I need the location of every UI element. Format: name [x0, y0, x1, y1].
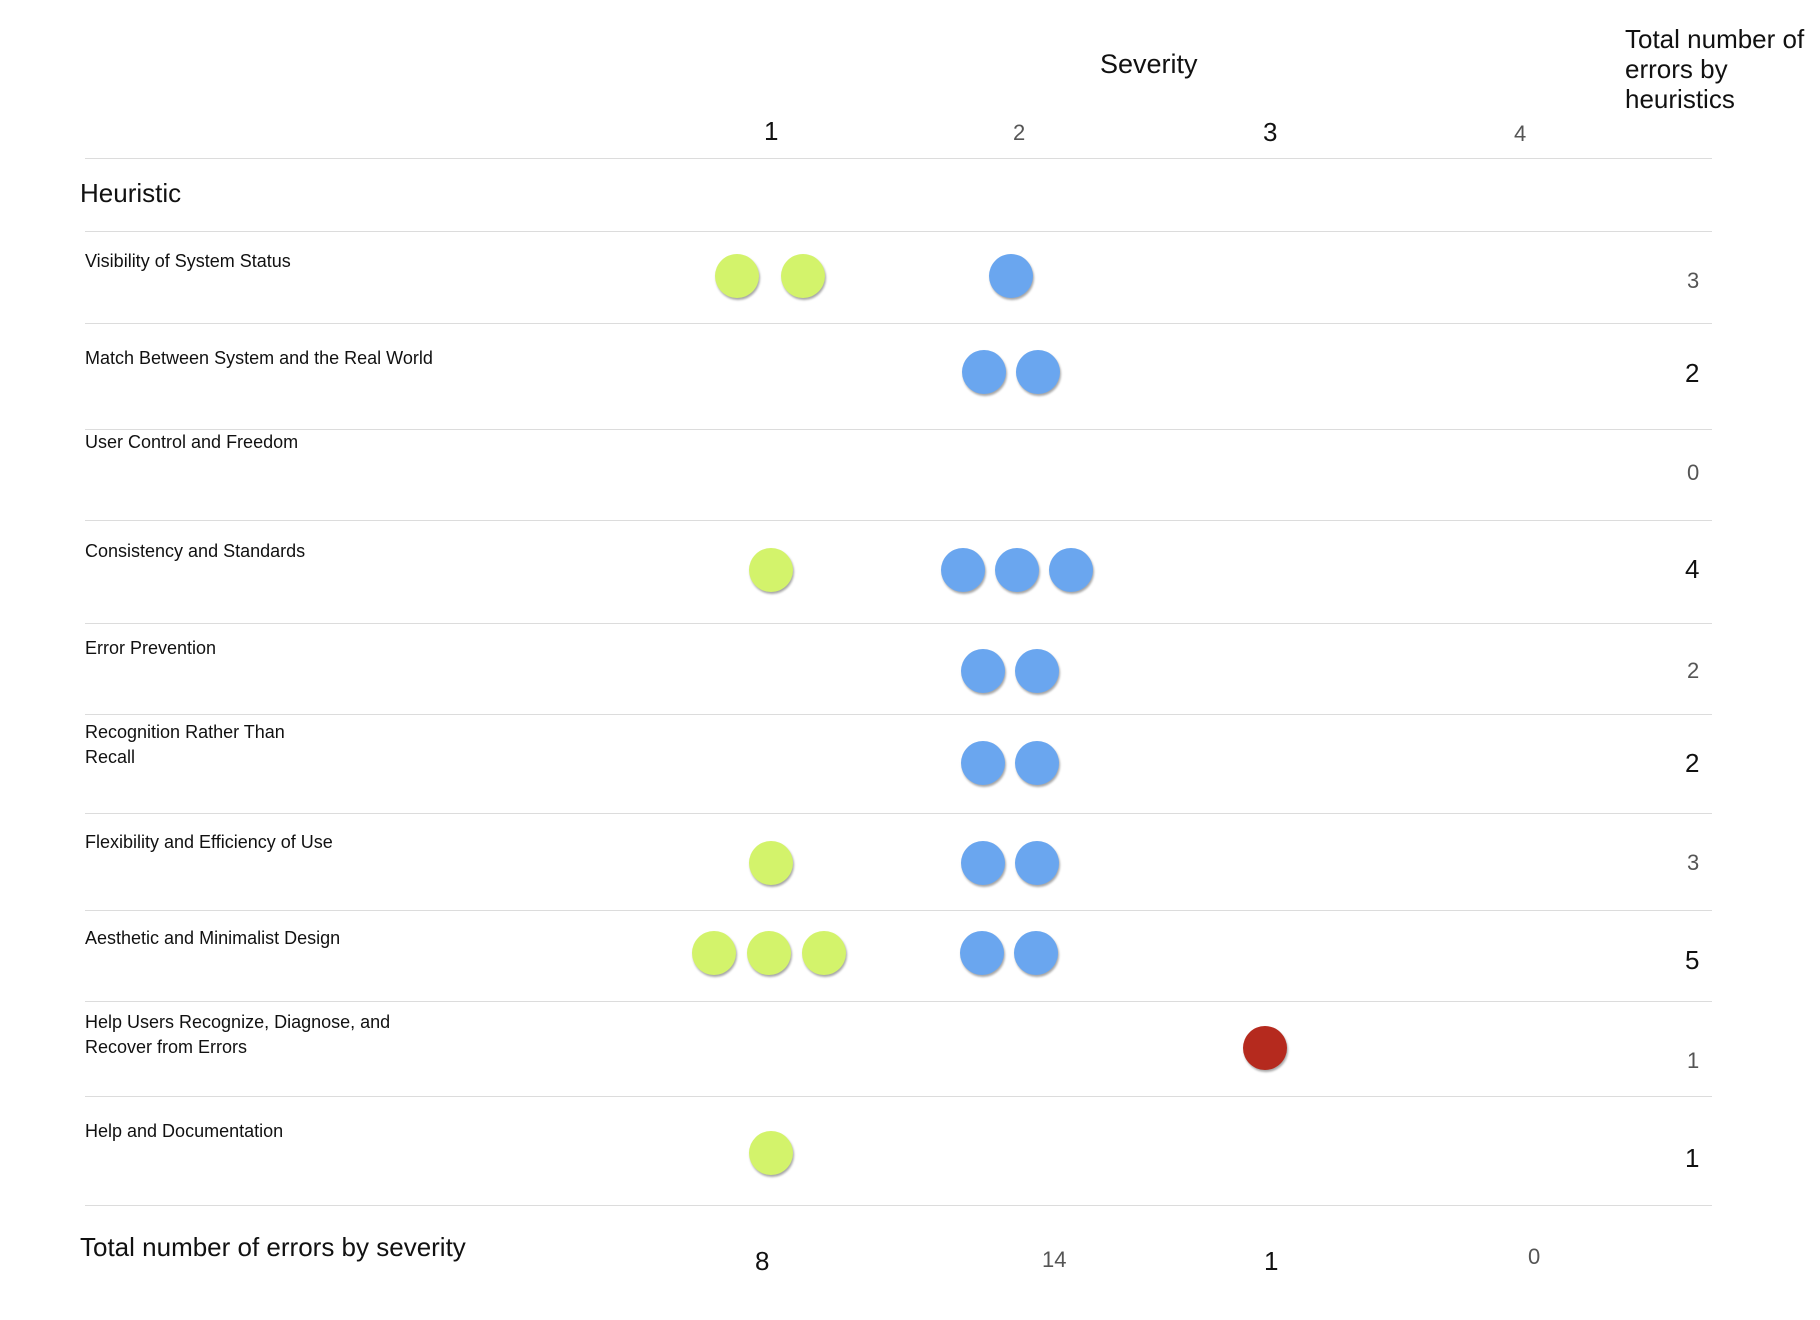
row-total: 3	[1687, 268, 1700, 293]
row-divider	[85, 623, 1712, 624]
severity-1-error-dot	[747, 931, 791, 975]
heuristic-row-label: Match Between System and the Real World	[85, 348, 433, 368]
severity-2-error-dot	[941, 548, 985, 592]
severity-2-error-dot	[962, 350, 1006, 394]
severity-1-error-dot	[802, 931, 846, 975]
row-total: 5	[1685, 945, 1700, 975]
severity-1-error-dot	[749, 841, 793, 885]
row-total: 2	[1685, 358, 1700, 388]
row-total: 2	[1685, 748, 1700, 778]
severity-1-error-dot	[692, 931, 736, 975]
severity-2-error-dot	[961, 649, 1005, 693]
heuristic-row-label: Help Users Recognize, Diagnose, and Reco…	[85, 1012, 391, 1057]
row-total: 0	[1687, 460, 1700, 485]
severity-2-error-dot	[961, 741, 1005, 785]
heuristic-row-label: Flexibility and Efficiency of Use	[85, 832, 333, 852]
severity-total-value: 1	[1264, 1246, 1279, 1276]
row-divider	[85, 813, 1712, 814]
severity-totals-label: Total number of errors by severity	[80, 1232, 466, 1262]
row-divider	[85, 429, 1712, 430]
severity-2-error-dot	[1015, 741, 1059, 785]
severity-total-value: 14	[1042, 1247, 1067, 1272]
heuristic-row-label: Help and Documentation	[85, 1121, 284, 1141]
heuristic-row-label: Visibility of System Status	[85, 251, 291, 271]
row-divider	[85, 1001, 1712, 1002]
severity-1-error-dot	[749, 1131, 793, 1175]
severity-1-error-dot	[749, 548, 793, 592]
severity-2-error-dot	[1016, 350, 1060, 394]
severity-2-error-dot	[989, 254, 1033, 298]
severity-title: Severity	[1100, 49, 1198, 79]
row-divider	[85, 323, 1712, 324]
row-divider	[85, 1096, 1712, 1097]
row-total: 1	[1685, 1143, 1700, 1173]
heuristic-column-header: Heuristic	[80, 178, 182, 208]
severity-column-header: 2	[1013, 120, 1026, 145]
severity-2-error-dot	[1049, 548, 1093, 592]
severity-column-header: 4	[1514, 121, 1527, 146]
severity-2-error-dot	[960, 931, 1004, 975]
row-divider	[85, 714, 1712, 715]
row-total: 4	[1685, 554, 1700, 584]
heuristic-row-label: Aesthetic and Minimalist Design	[85, 928, 341, 948]
row-divider	[85, 1205, 1712, 1206]
row-total: 1	[1687, 1048, 1700, 1073]
row-divider	[85, 231, 1712, 232]
row-divider	[85, 910, 1712, 911]
severity-2-error-dot	[1014, 931, 1058, 975]
severity-column-header: 1	[764, 116, 779, 146]
heuristic-row-label: User Control and Freedom	[85, 432, 299, 452]
severity-1-error-dot	[715, 254, 759, 298]
severity-1-error-dot	[781, 254, 825, 298]
heuristic-row-label: Consistency and Standards	[85, 541, 306, 561]
row-divider	[85, 158, 1712, 159]
severity-2-error-dot	[995, 548, 1039, 592]
heuristic-row-label: Error Prevention	[85, 638, 217, 658]
row-total: 2	[1687, 658, 1700, 683]
row-total: 3	[1687, 850, 1700, 875]
total-by-heuristics-header: Total number of errors by heuristics	[1625, 24, 1805, 114]
severity-3-error-dot	[1243, 1026, 1287, 1070]
severity-total-value: 8	[755, 1246, 770, 1276]
row-divider	[85, 520, 1712, 521]
severity-2-error-dot	[1015, 841, 1059, 885]
severity-2-error-dot	[961, 841, 1005, 885]
heuristic-row-label: Recognition Rather Than Recall	[85, 722, 285, 767]
severity-column-header: 3	[1263, 117, 1278, 147]
severity-2-error-dot	[1015, 649, 1059, 693]
severity-total-value: 0	[1528, 1244, 1541, 1269]
